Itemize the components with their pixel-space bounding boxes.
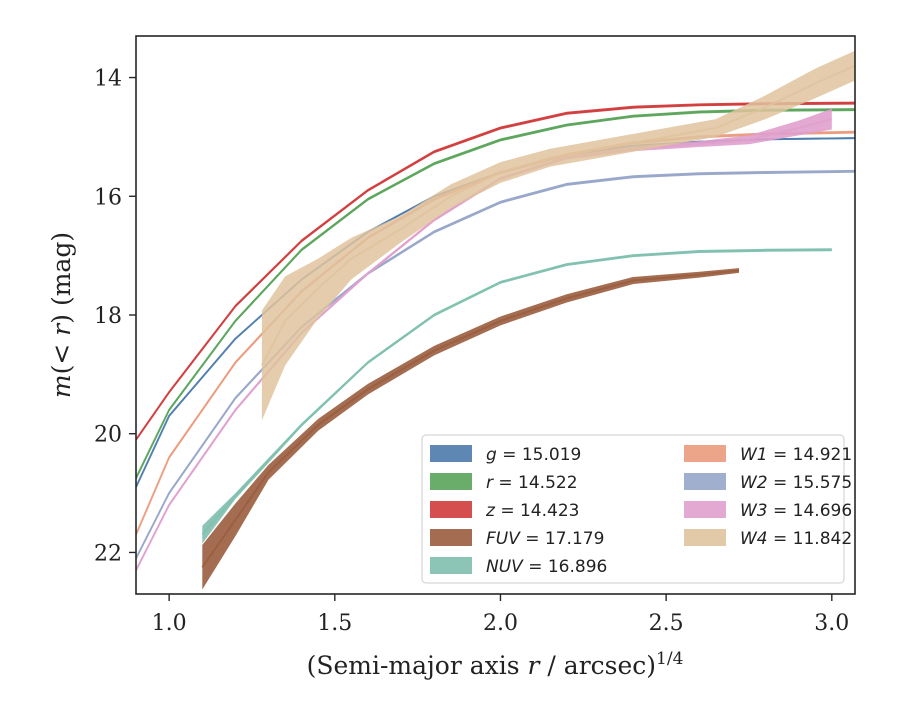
- legend-item-w3: W3 = 14.696: [684, 501, 852, 521]
- legend-label: r = 14.522: [486, 473, 578, 493]
- legend-label: W1 = 14.921: [740, 445, 852, 465]
- series-layer: [136, 50, 855, 590]
- series-w4: [261, 50, 855, 421]
- legend-item-w4: W4 = 11.842: [684, 529, 852, 549]
- legend-item-nuv: NUV = 16.896: [430, 557, 607, 577]
- y-tick-label: 18: [94, 304, 122, 329]
- legend-item-w2: W2 = 15.575: [684, 473, 852, 493]
- legend-label: W2 = 15.575: [740, 473, 852, 493]
- x-axis-title: (Semi-major axis r / arcsec)1/4: [307, 649, 684, 680]
- x-tick-label: 1.0: [152, 611, 187, 636]
- legend-swatch: [430, 501, 472, 518]
- legend: g = 15.019 r = 14.522 z = 14.423 FUV = 17.1…: [421, 434, 852, 584]
- x-tick-label: 1.5: [317, 611, 352, 636]
- series-w2: [136, 169, 855, 560]
- legend-item-z: z = 14.423: [430, 501, 579, 521]
- legend-swatch: [684, 501, 726, 518]
- line-z: [136, 102, 855, 441]
- band-w4: [261, 50, 855, 421]
- legend-label: W4 = 11.842: [740, 529, 852, 549]
- y-tick-label: 22: [94, 541, 122, 566]
- y-axis-title: m(< r) (mag): [47, 232, 76, 398]
- legend-label: z = 14.423: [485, 501, 579, 521]
- band-r: [136, 108, 855, 481]
- line-w2: [136, 170, 855, 559]
- legend-swatch: [684, 529, 726, 546]
- x-tick-label: 2.0: [483, 611, 518, 636]
- legend-label: NUV = 16.896: [486, 557, 607, 577]
- x-tick-label: 3.0: [814, 611, 849, 636]
- legend-box: [421, 434, 845, 584]
- series-z: [136, 101, 855, 442]
- axis-ticks: 1.0 1.5 2.0 2.5 3.0 14 16 18 20 22: [94, 67, 849, 636]
- series-r: [136, 108, 855, 481]
- legend-label: W3 = 14.696: [740, 501, 852, 521]
- legend-swatch: [430, 445, 472, 462]
- line-nuv: [201, 248, 832, 536]
- legend-swatch: [684, 445, 726, 462]
- y-tick-label: 16: [94, 185, 122, 210]
- legend-swatch: [430, 529, 472, 546]
- legend-item-r: r = 14.522: [430, 473, 578, 493]
- line-r: [136, 108, 855, 479]
- x-tick-label: 2.5: [649, 611, 684, 636]
- line-w4: [261, 64, 855, 366]
- y-tick-label: 14: [94, 67, 122, 92]
- legend-item-fuv: FUV = 17.179: [430, 529, 604, 549]
- legend-item-w1: W1 = 14.921: [684, 445, 852, 465]
- legend-swatch: [684, 473, 726, 490]
- legend-swatch: [430, 557, 472, 574]
- band-fuv: [202, 268, 740, 590]
- series-fuv: [201, 268, 740, 590]
- y-tick-label: 20: [94, 423, 122, 448]
- legend-swatch: [430, 473, 472, 490]
- legend-item-g: g = 15.019: [430, 445, 581, 465]
- series-nuv: [201, 248, 832, 544]
- legend-label: FUV = 17.179: [486, 529, 604, 549]
- line-fuv: [201, 269, 740, 568]
- legend-label: g = 15.019: [486, 445, 581, 465]
